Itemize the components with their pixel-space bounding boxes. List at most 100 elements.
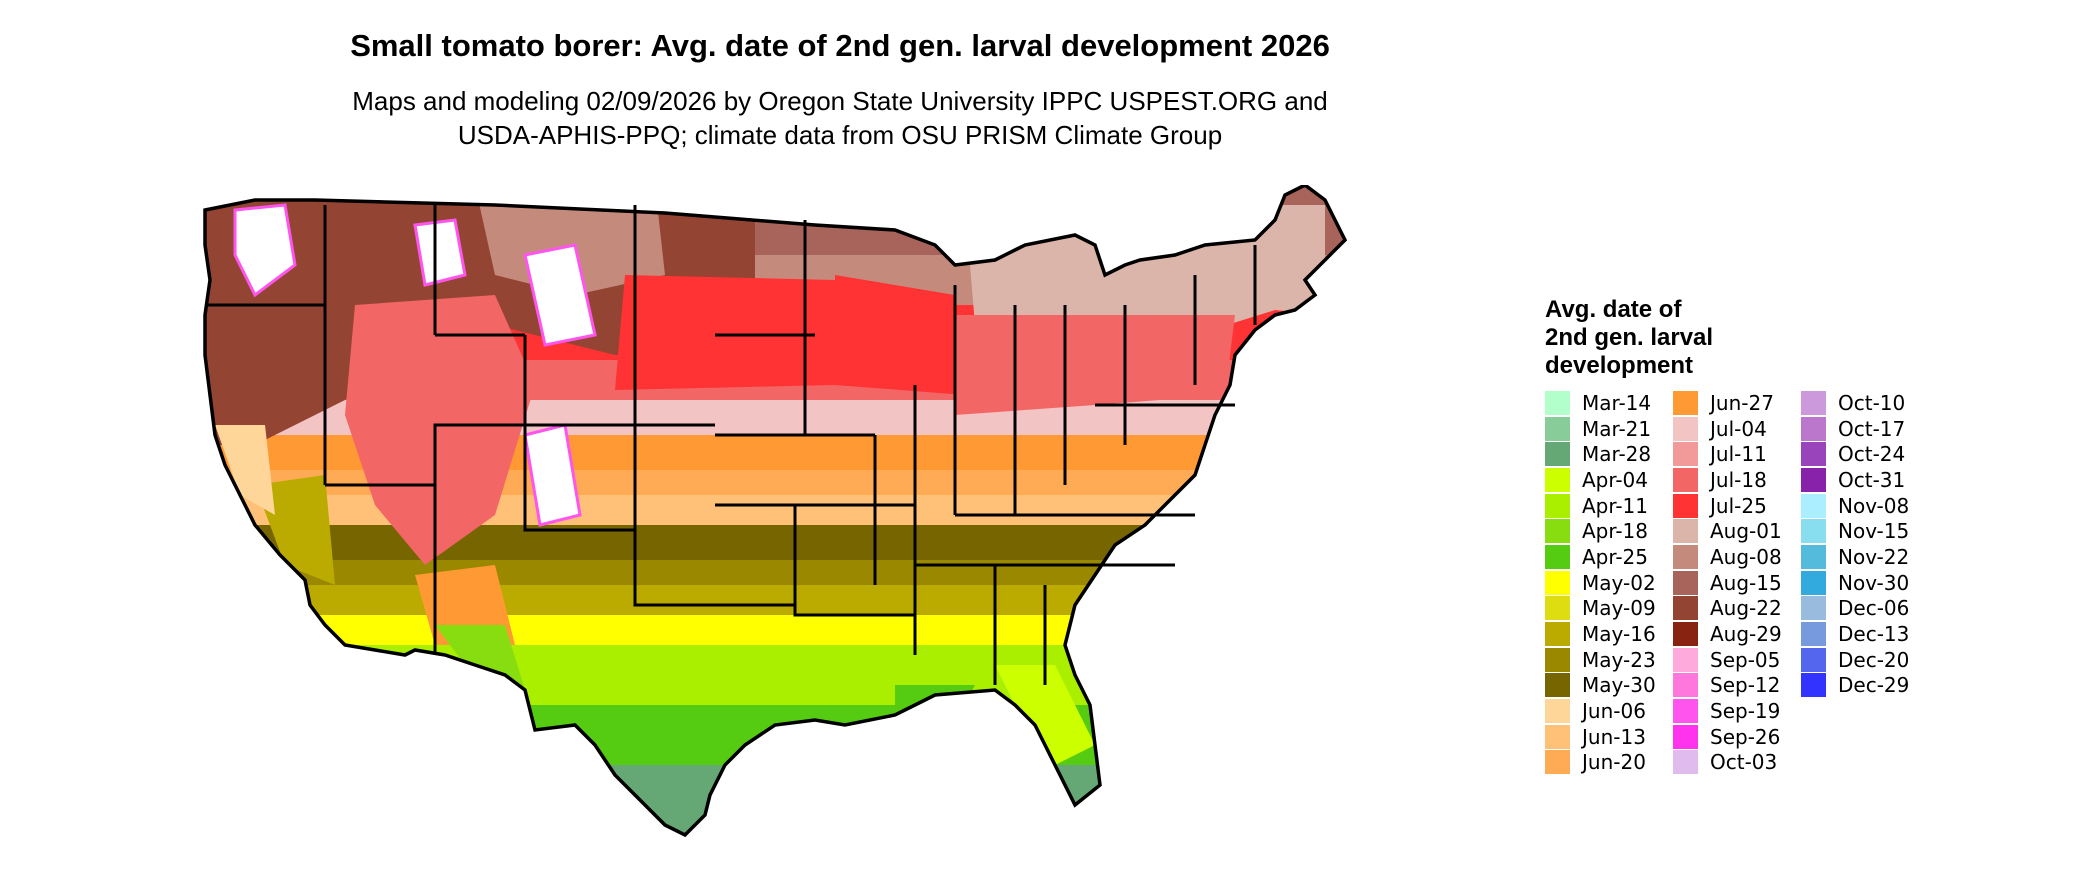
map-band (205, 765, 1345, 835)
legend-swatch (1673, 750, 1698, 775)
map-region (255, 475, 335, 585)
legend-item: Oct-31 (1801, 467, 1929, 493)
map-region (995, 665, 1095, 765)
legend-item: Oct-24 (1801, 441, 1929, 467)
legend-item: Dec-20 (1801, 647, 1929, 673)
legend-item: May-02 (1545, 570, 1673, 596)
legend-swatch (1801, 467, 1826, 492)
map-title: Small tomato borer: Avg. date of 2nd gen… (350, 28, 1330, 63)
legend-item: Jul-11 (1673, 441, 1801, 467)
legend-label: Dec-29 (1838, 673, 1910, 698)
legend-item: Nov-30 (1801, 570, 1929, 596)
legend-swatch (1673, 596, 1698, 621)
legend-title: Avg. date of 2nd gen. larval development (1545, 296, 1785, 380)
legend-swatch (1545, 724, 1570, 749)
legend-item: Sep-12 (1673, 673, 1801, 699)
legend-item: Aug-15 (1673, 570, 1801, 596)
map-band (205, 525, 1345, 560)
legend-item: May-09 (1545, 596, 1673, 622)
legend-label: Apr-25 (1582, 544, 1648, 569)
legend-item: Jul-18 (1673, 467, 1801, 493)
state-border (523, 425, 637, 532)
legend-label: Oct-24 (1838, 442, 1906, 467)
legend-swatch (1801, 570, 1826, 595)
legend-label: Jul-18 (1710, 467, 1767, 492)
legend-item: Jun-06 (1545, 698, 1673, 724)
legend-swatch (1545, 750, 1570, 775)
map-subtitle: Maps and modeling 02/09/2026 by Oregon S… (0, 84, 1680, 152)
legend-swatch (1801, 544, 1826, 569)
legend-swatch (1673, 673, 1698, 698)
legend-swatch (1545, 570, 1570, 595)
map-region (345, 295, 535, 565)
legend-swatch (1545, 519, 1570, 544)
map-region (215, 425, 275, 515)
legend-swatch (1673, 724, 1698, 749)
legend-label: May-23 (1582, 647, 1656, 672)
legend-swatch (1545, 622, 1570, 647)
legend-item: Oct-03 (1673, 750, 1801, 776)
legend-swatch (1545, 699, 1570, 724)
map-region (523, 243, 597, 347)
legend-label: May-09 (1582, 596, 1656, 621)
map-region (413, 218, 467, 287)
map-band (205, 560, 1345, 585)
legend-swatch (1545, 673, 1570, 698)
legend-swatch (1673, 570, 1698, 595)
legend-item: Oct-10 (1801, 390, 1929, 416)
legend-swatch (1673, 390, 1698, 415)
legend-swatch (1545, 544, 1570, 569)
legend-label: Sep-26 (1710, 724, 1781, 749)
legend-label: Aug-29 (1710, 622, 1782, 647)
state-border (325, 423, 525, 487)
legend-item: Sep-19 (1673, 698, 1801, 724)
legend-label: Apr-11 (1582, 493, 1648, 518)
state-border (793, 505, 915, 617)
legend-label: Oct-31 (1838, 467, 1906, 492)
legend-item: Sep-26 (1673, 724, 1801, 750)
legend-item: Mar-21 (1545, 416, 1673, 442)
legend-label: Jul-11 (1710, 442, 1767, 467)
legend-item: Aug-22 (1673, 596, 1801, 622)
us-map (203, 185, 1348, 838)
legend-title-line-1: Avg. date of (1545, 296, 1682, 323)
legend-item: Aug-01 (1673, 518, 1801, 544)
legend-label: Jun-20 (1582, 750, 1646, 775)
legend-item: Jun-13 (1545, 724, 1673, 750)
legend-swatch (1673, 699, 1698, 724)
legend-label: Nov-22 (1838, 544, 1910, 569)
map-region (233, 203, 297, 298)
legend-label: Sep-05 (1710, 647, 1781, 672)
legend-swatch (1801, 416, 1826, 441)
subtitle-line-1: Maps and modeling 02/09/2026 by Oregon S… (352, 86, 1328, 116)
legend-swatch (1545, 493, 1570, 518)
legend-item: Dec-06 (1801, 596, 1929, 622)
legend-item: Aug-08 (1673, 544, 1801, 570)
legend-item: May-30 (1545, 673, 1673, 699)
legend-swatch (1801, 673, 1826, 698)
legend-swatch (1801, 442, 1826, 467)
legend-swatch (1545, 647, 1570, 672)
legend-item: Nov-22 (1801, 544, 1929, 570)
legend-label: Apr-18 (1582, 519, 1648, 544)
legend-item: Jul-04 (1673, 416, 1801, 442)
legend-label: May-30 (1582, 673, 1656, 698)
legend-label: Oct-10 (1838, 390, 1906, 415)
legend-swatch (1801, 622, 1826, 647)
legend-label: Nov-30 (1838, 570, 1910, 595)
legend-swatch (1673, 467, 1698, 492)
legend-column: Oct-10 Oct-17 Oct-24 Oct-31 Nov-08 Nov-15 Nov-… (1801, 390, 1929, 775)
legend-item: Aug-29 (1673, 621, 1801, 647)
legend-column: Mar-14 Mar-21 Mar-28 Apr-04 Apr-11 Apr-18 Apr-… (1545, 390, 1673, 775)
map-region (523, 423, 582, 527)
legend-item: Mar-28 (1545, 441, 1673, 467)
legend-label: May-02 (1582, 570, 1656, 595)
legend-label: Nov-08 (1838, 493, 1910, 518)
legend-item: Jul-25 (1673, 493, 1801, 519)
legend-swatch (1801, 493, 1826, 518)
legend-label: Sep-19 (1710, 699, 1781, 724)
legend-swatch (1801, 596, 1826, 621)
legend-item: May-23 (1545, 647, 1673, 673)
legend-item: Apr-25 (1545, 544, 1673, 570)
us-outline (203, 185, 1348, 838)
